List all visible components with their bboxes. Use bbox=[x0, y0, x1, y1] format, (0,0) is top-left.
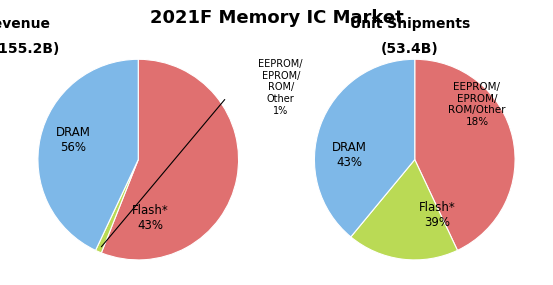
Text: EEPROM/
EPROM/
ROM/Other
18%: EEPROM/ EPROM/ ROM/Other 18% bbox=[448, 82, 505, 127]
Text: Unit Shipments: Unit Shipments bbox=[349, 17, 470, 31]
Text: DRAM
43%: DRAM 43% bbox=[332, 141, 367, 169]
Wedge shape bbox=[415, 59, 515, 250]
Wedge shape bbox=[315, 59, 415, 237]
Wedge shape bbox=[101, 59, 238, 260]
Text: (53.4B): (53.4B) bbox=[381, 42, 439, 56]
Wedge shape bbox=[351, 160, 457, 260]
Text: Flash*
39%: Flash* 39% bbox=[419, 201, 455, 229]
Text: Revenue: Revenue bbox=[0, 17, 51, 31]
Wedge shape bbox=[96, 160, 138, 253]
Text: ($155.2B): ($155.2B) bbox=[0, 42, 60, 56]
Text: DRAM
56%: DRAM 56% bbox=[56, 125, 91, 154]
Text: EEPROM/
EPROM/
ROM/
Other
1%: EEPROM/ EPROM/ ROM/ Other 1% bbox=[258, 59, 303, 116]
Wedge shape bbox=[38, 59, 138, 250]
Text: Flash*
43%: Flash* 43% bbox=[132, 204, 169, 232]
Text: 2021F Memory IC Market: 2021F Memory IC Market bbox=[150, 9, 403, 27]
